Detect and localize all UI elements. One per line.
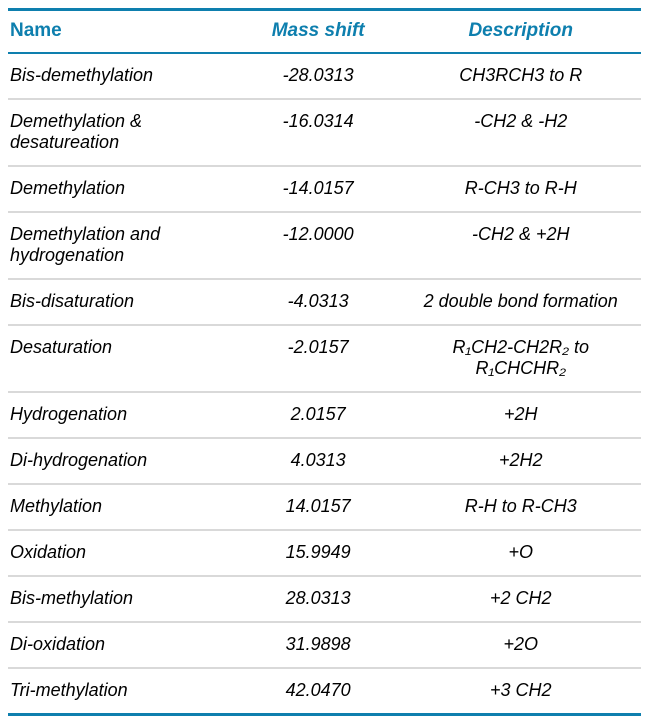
mass-shift-cell: -4.0313	[235, 279, 401, 326]
modification-name-cell: Hydrogenation	[8, 392, 236, 439]
description-cell: -CH2 & +2H	[400, 212, 641, 280]
mass-shift-cell: -2.0157	[235, 325, 401, 393]
description-cell: +3 CH2	[489, 680, 552, 700]
column-header-description: Description	[400, 9, 641, 54]
column-header-mass-shift: Mass shift	[235, 9, 401, 54]
modification-name-cell: Tri-methylation	[10, 680, 128, 700]
mass-shift-cell: 4.0313	[235, 438, 401, 485]
table-row: Demethylation & desatureation -16.0314 -…	[8, 99, 641, 167]
modification-name-cell: Di-oxidation	[8, 622, 236, 669]
table-row: Demethylation -14.0157 R-CH3 to R-H	[8, 166, 641, 213]
modification-name-cell: Demethylation	[8, 166, 236, 213]
modification-name-cell: Bis-disaturation	[8, 279, 236, 326]
mass-shift-cell: 14.0157	[235, 484, 401, 531]
mass-shift-cell: 28.0313	[235, 576, 401, 623]
mass-shift-table: Name Mass shift Description Bis-demethyl…	[8, 8, 641, 716]
table-row: Bis-demethylation -28.0313 CH3RCH3 to R	[8, 53, 641, 100]
modification-name-cell: Bis-methylation	[8, 576, 236, 623]
mass-shift-cell: 31.9898	[235, 622, 401, 669]
table-row: Bis-methylation 28.0313 +2 CH2	[8, 576, 641, 623]
header-row: Name Mass shift Description	[8, 9, 641, 54]
table-row: Tri-methylation 42.0470 +3 CH2	[8, 668, 641, 715]
table-row: Di-hydrogenation 4.0313 +2H2	[8, 438, 641, 485]
table-row: Bis-disaturation -4.0313 2 double bond f…	[8, 279, 641, 326]
description-cell: R₁CH2-CH2R₂ to R₁CHCHR₂	[400, 325, 641, 393]
description-cell: +2H	[400, 392, 641, 439]
mass-shift-cell: 2.0157	[235, 392, 401, 439]
modification-name-cell: Demethylation and hydrogenation	[8, 212, 236, 280]
description-cell: +2H2	[400, 438, 641, 485]
mass-shift-cell: -12.0000	[235, 212, 401, 280]
table-row: Hydrogenation 2.0157 +2H	[8, 392, 641, 439]
table-row: Oxidation 15.9949 +O	[8, 530, 641, 577]
modification-name-cell: Demethylation & desatureation	[8, 99, 236, 167]
modification-name-cell: Oxidation	[8, 530, 236, 577]
description-cell: +2O	[400, 622, 641, 669]
table-row: Di-oxidation 31.9898 +2O	[8, 622, 641, 669]
table-body: Bis-demethylation -28.0313 CH3RCH3 to R …	[8, 53, 641, 715]
table-row: Demethylation and hydrogenation -12.0000…	[8, 212, 641, 280]
mass-shift-cell: 42.0470	[285, 680, 351, 700]
mass-shift-cell: -14.0157	[235, 166, 401, 213]
description-cell: 2 double bond formation	[400, 279, 641, 326]
mass-shift-cell: -28.0313	[235, 53, 401, 100]
description-cell: R-H to R-CH3	[400, 484, 641, 531]
table-row: Desaturation -2.0157 R₁CH2-CH2R₂ to R₁CH…	[8, 325, 641, 393]
description-cell: R-CH3 to R-H	[400, 166, 641, 213]
mass-shift-cell: -16.0314	[235, 99, 401, 167]
mass-shift-cell: 15.9949	[235, 530, 401, 577]
description-cell: +O	[400, 530, 641, 577]
description-cell: CH3RCH3 to R	[400, 53, 641, 100]
modification-name-cell: Bis-demethylation	[8, 53, 236, 100]
column-header-name: Name	[8, 9, 236, 54]
table-row: Methylation 14.0157 R-H to R-CH3	[8, 484, 641, 531]
description-cell: -CH2 & -H2	[400, 99, 641, 167]
modification-name-cell: Methylation	[8, 484, 236, 531]
modification-name-cell: Di-hydrogenation	[8, 438, 236, 485]
description-cell: +2 CH2	[400, 576, 641, 623]
modification-name-cell: Desaturation	[8, 325, 236, 393]
